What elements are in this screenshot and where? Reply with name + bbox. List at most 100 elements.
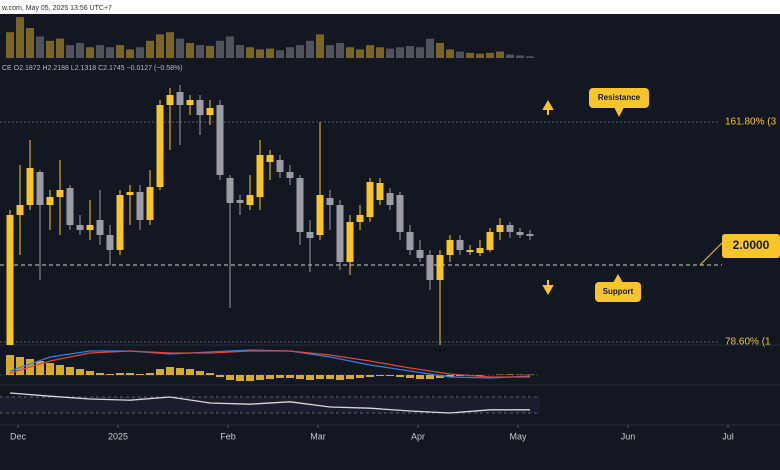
macd-histogram-bar: [136, 374, 144, 375]
macd-histogram-bar: [376, 375, 384, 376]
macd-histogram-bar: [246, 375, 254, 381]
volume-bar: [106, 47, 114, 58]
candle-body: [506, 225, 514, 232]
volume-bar: [526, 56, 534, 58]
volume-bar: [306, 40, 314, 58]
x-tick-label: Apr: [411, 431, 425, 441]
level-label: 161.80% (3: [725, 117, 777, 128]
candle-body: [316, 195, 324, 235]
macd-histogram-bar: [506, 374, 514, 375]
candle-body: [346, 222, 354, 262]
volume-bar: [356, 49, 364, 58]
macd-histogram-bar: [106, 374, 114, 375]
volume-bar: [406, 45, 414, 58]
macd-histogram-bar: [286, 375, 294, 378]
candle-body: [176, 92, 184, 105]
candle-body: [296, 178, 304, 232]
header: w.com, May 05, 2025 13:56 UTC+7: [1, 5, 112, 12]
candle-body: [216, 105, 224, 175]
candle-body: [36, 172, 44, 205]
macd-histogram-bar: [36, 361, 44, 375]
candle-body: [166, 95, 174, 105]
candle-body: [76, 225, 84, 230]
volume-bar: [476, 53, 484, 58]
candle-body: [66, 188, 74, 225]
macd-histogram-bar: [186, 369, 194, 375]
volume-bar: [386, 48, 394, 58]
volume-bar: [266, 48, 274, 58]
volume-bar: [456, 51, 464, 58]
macd-histogram-bar: [276, 375, 284, 378]
volume-bar: [486, 52, 494, 58]
macd-histogram-bar: [226, 375, 234, 380]
macd-histogram-bar: [116, 373, 124, 375]
volume-bar: [416, 47, 424, 58]
level-box: [722, 234, 780, 258]
candle-body: [26, 168, 34, 205]
volume-bar: [226, 36, 234, 58]
candle-body: [106, 235, 114, 250]
candle-body: [126, 192, 134, 195]
volume-bar: [66, 45, 74, 58]
candle-body: [416, 250, 424, 258]
x-tick-label: Jun: [621, 431, 636, 441]
macd-histogram-bar: [76, 369, 84, 375]
volume-bar: [326, 45, 334, 58]
candle-body: [446, 240, 454, 255]
macd-histogram-bar: [416, 375, 424, 379]
volume-bar: [6, 32, 14, 58]
volume-bar: [146, 40, 154, 58]
signal-line: [9, 350, 530, 378]
volume-bar: [126, 49, 134, 58]
macd-histogram-bar: [426, 375, 434, 379]
candle-body: [306, 232, 314, 238]
volume-bar: [256, 49, 264, 58]
macd-histogram-bar: [436, 375, 444, 378]
candle-body: [386, 193, 394, 205]
volume-bar: [16, 17, 24, 58]
volume-bar: [276, 50, 284, 58]
candle-body: [326, 198, 334, 205]
rsi-band: [0, 397, 540, 413]
volume-bar: [116, 45, 124, 58]
candle-body: [496, 225, 504, 232]
volume-bar: [156, 34, 164, 58]
macd-histogram-bar: [156, 369, 164, 375]
volume-bar: [206, 45, 214, 58]
candle-body: [6, 215, 14, 345]
volume-bar: [246, 47, 254, 58]
x-tick-label: Jul: [722, 431, 734, 441]
volume-bar: [496, 51, 504, 58]
pointer: [614, 107, 624, 117]
support-box: [595, 282, 641, 302]
volume-bar: [76, 42, 84, 58]
volume-bar: [466, 52, 474, 58]
candle-body: [226, 178, 234, 203]
header-bar: [0, 0, 780, 14]
volume-bar: [176, 38, 184, 58]
candle-body: [486, 232, 494, 250]
resistance-label: Resistance: [598, 93, 641, 102]
candle-body: [86, 225, 94, 230]
rsi-line: [9, 392, 530, 414]
volume-bar: [136, 47, 144, 58]
volume-bar: [366, 45, 374, 58]
macd-histogram-bar: [446, 375, 454, 377]
macd-histogram-bar: [316, 375, 324, 379]
resistance-box: [589, 88, 649, 108]
candle-body: [466, 250, 474, 252]
macd-histogram-bar: [196, 371, 204, 375]
volume-bar: [46, 40, 54, 58]
volume-bar: [166, 32, 174, 58]
candle-body: [426, 255, 434, 280]
candle-body: [336, 205, 344, 262]
candle-body: [256, 155, 264, 197]
x-tick-label: Mar: [310, 431, 326, 441]
macd-histogram-bar: [166, 367, 174, 375]
macd-histogram-bar: [346, 375, 354, 379]
volume-bar: [426, 38, 434, 58]
macd-histogram-bar: [396, 375, 404, 377]
macd-histogram-bar: [366, 375, 374, 377]
macd-histogram-bar: [66, 367, 74, 375]
